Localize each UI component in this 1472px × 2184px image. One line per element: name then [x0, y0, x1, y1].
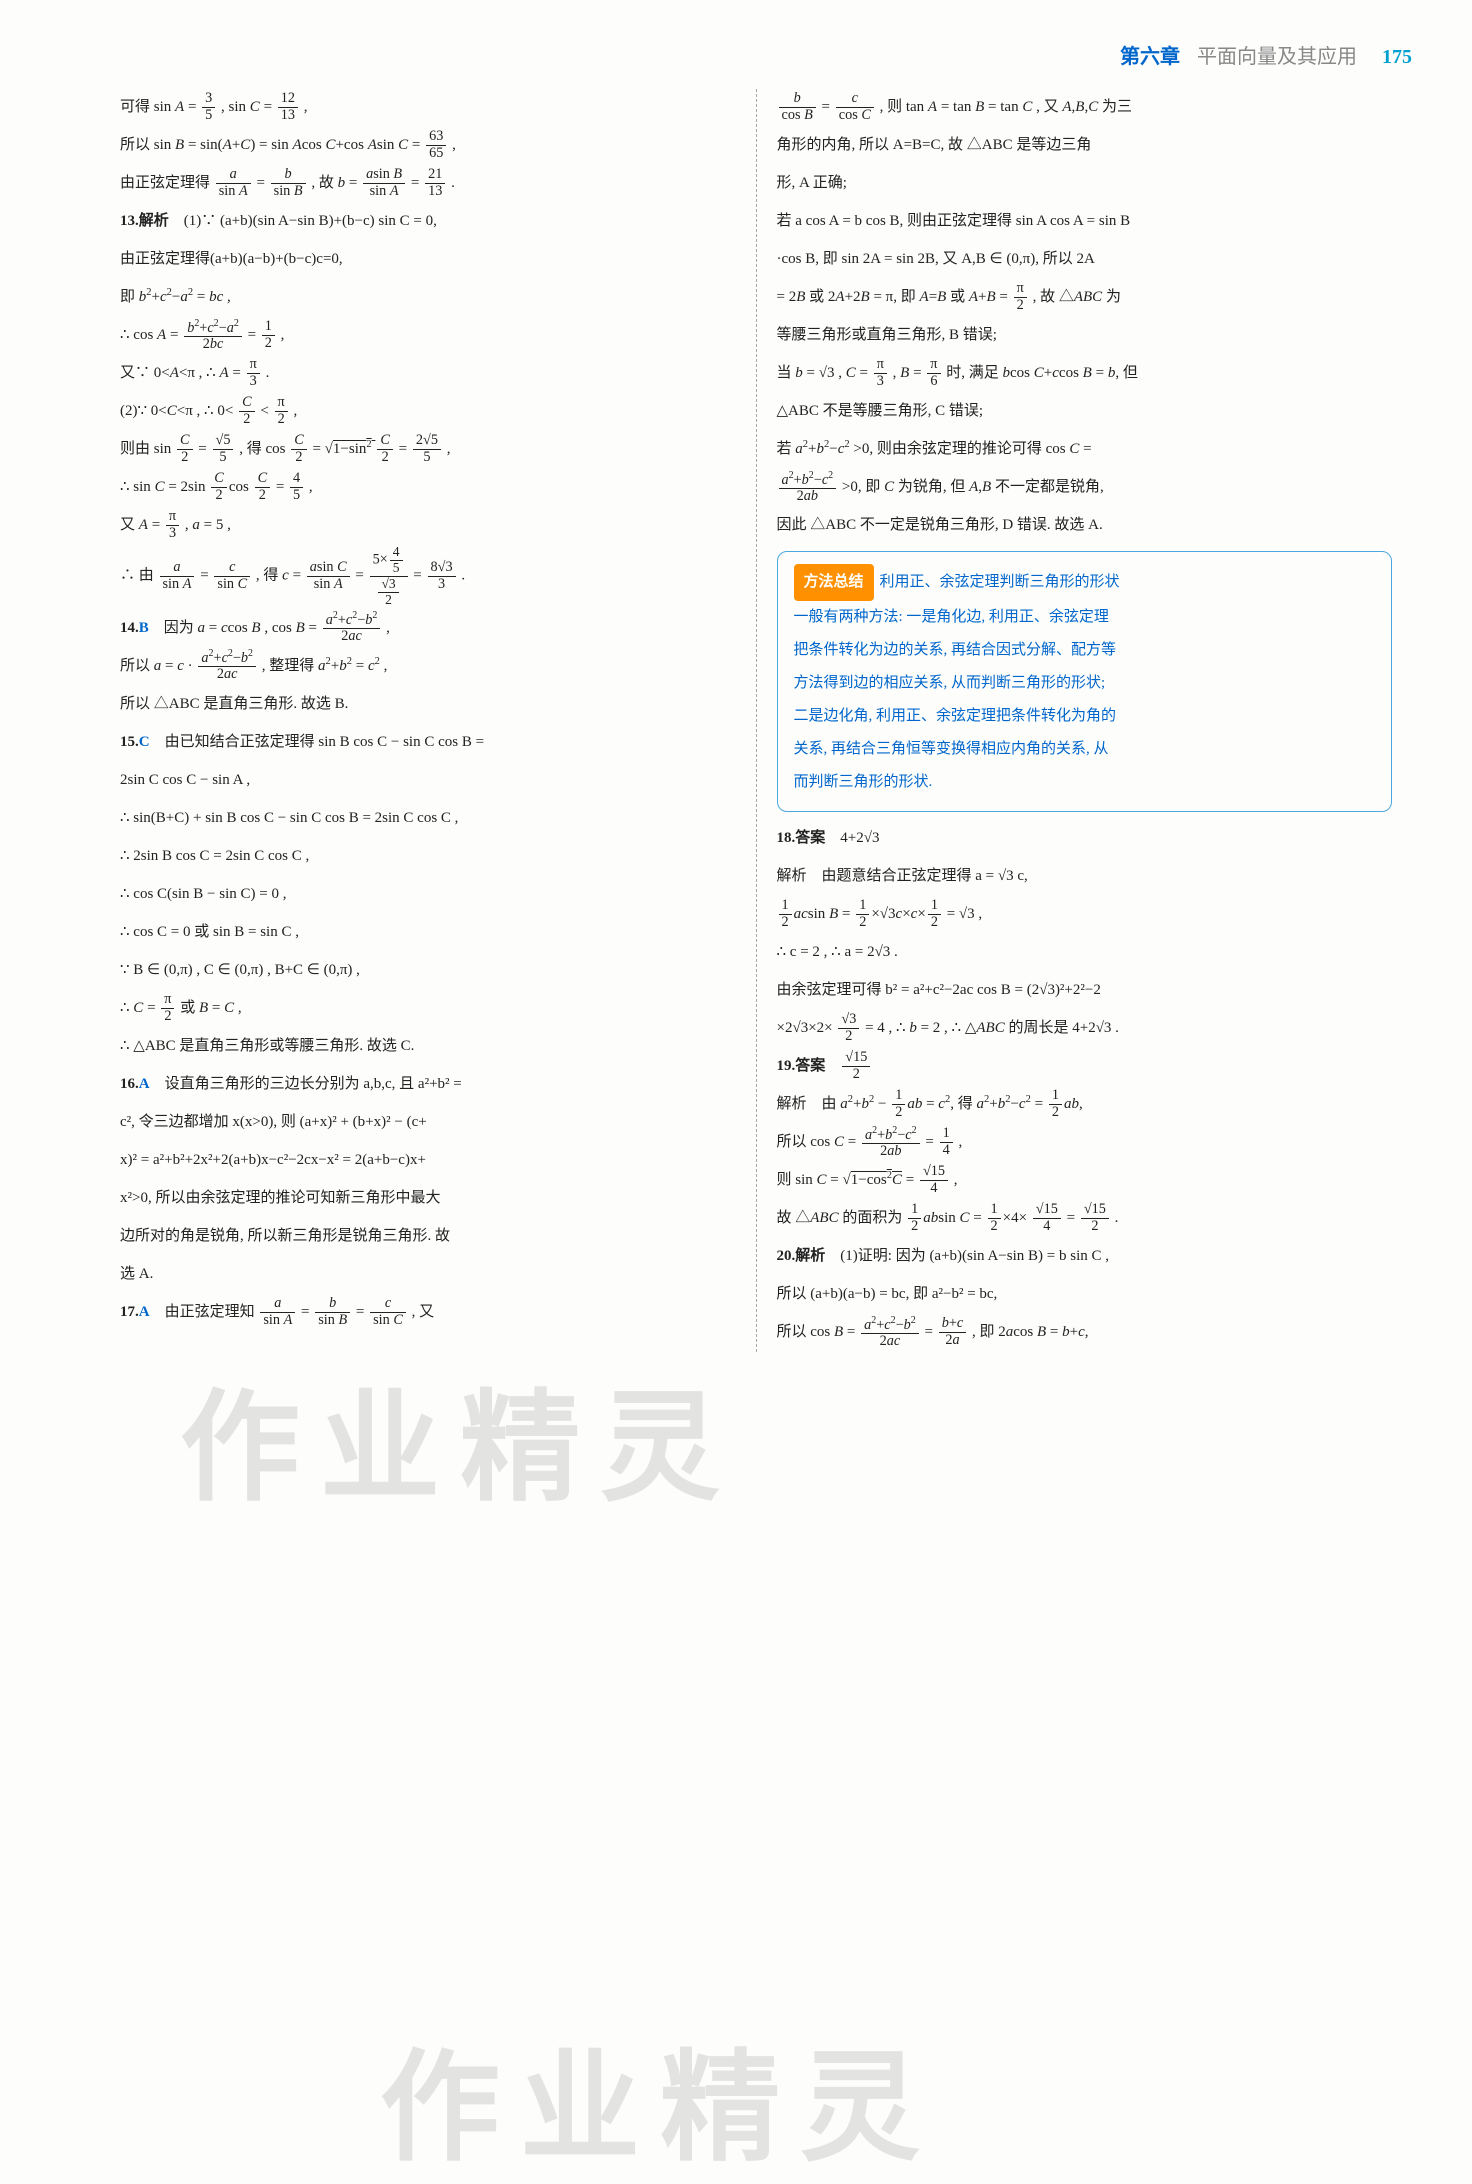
page-number: 175 [1382, 46, 1412, 68]
text-line: ∴ 由 asin A = csin C , 得 c = asin Csin A … [120, 545, 736, 608]
text-line: 所以 (a+b)(a−b) = bc, 即 a²−b² = bc, [777, 1276, 1393, 1312]
text-line: 所以 a = c · a2+c2−b22ac , 整理得 a2+b2 = c2 … [120, 648, 736, 684]
problem-number: 15.C 由已知结合正弦定理得 sin B cos C − sin C cos … [120, 724, 736, 760]
text-line: 又 A = π3 , a = 5 , [120, 507, 736, 543]
text-line: 形, A 正确; [777, 165, 1393, 201]
method-text: 而判断三角形的形状. [794, 766, 1376, 799]
problem-number: 18.答案 4+2√3 [777, 820, 1393, 856]
text-line: ∴ sin(B+C) + sin B cos C − sin C cos B =… [120, 800, 736, 836]
method-text: 方法得到边的相应关系, 从而判断三角形的形状; [794, 667, 1376, 700]
answer-letter: B [139, 620, 149, 636]
answer-letter: A [139, 1304, 150, 1320]
method-text: 利用正、余弦定理判断三角形的形状 [880, 574, 1120, 590]
text-line: △ABC 不是等腰三角形, C 错误; [777, 393, 1393, 429]
problem-number: 20.解析 (1)证明: 因为 (a+b)(sin A−sin B) = b s… [777, 1238, 1393, 1274]
text-line: 当 b = √3 , C = π3 , B = π6 时, 满足 bcos C+… [777, 355, 1393, 391]
chapter-label: 第六章 [1120, 46, 1180, 68]
text-line: 又∵ 0<A<π , ∴ A = π3 . [120, 355, 736, 391]
text-line: 解析 由 a2+b2 − 12ab = c2, 得 a2+b2−c2 = 12a… [777, 1086, 1393, 1122]
text-line: 由正弦定理得(a+b)(a−b)+(b−c)c=0, [120, 241, 736, 277]
text-line: 即 b2+c2−a2 = bc , [120, 279, 736, 315]
text-line: 解析 由题意结合正弦定理得 a = √3 c, [777, 858, 1393, 894]
right-column: bcos B = ccos C , 则 tan A = tan B = tan … [757, 89, 1413, 1352]
text-line: c², 令三边都增加 x(x>0), 则 (a+x)² + (b+x)² − (… [120, 1104, 736, 1140]
chapter-subtitle: 平面向量及其应用 [1197, 46, 1357, 68]
method-text: 把条件转化为边的关系, 再结合因式分解、配方等 [794, 634, 1376, 667]
text-line: bcos B = ccos C , 则 tan A = tan B = tan … [777, 89, 1393, 125]
problem-number: 14.B 因为 a = ccos B , cos B = a2+c2−b22ac… [120, 610, 736, 646]
text-line: 2sin C cos C − sin A , [120, 762, 736, 798]
text-line: 则由 sin C2 = √55 , 得 cos C2 = √1−sin2 C2 … [120, 431, 736, 467]
method-text: 一般有两种方法: 一是角化边, 利用正、余弦定理 [794, 601, 1376, 634]
problem-number: 16.A 设直角三角形的三边长分别为 a,b,c, 且 a²+b² = [120, 1066, 736, 1102]
page-header: 第六章 平面向量及其应用 175 [0, 0, 1472, 79]
text-line: ∴ cos C(sin B − sin C) = 0 , [120, 876, 736, 912]
text-line: 由正弦定理得 asin A = bsin B , 故 b = asin Bsin… [120, 165, 736, 201]
answer-value: 4+2√3 [840, 830, 879, 846]
text-line: ∵ B ∈ (0,π) , C ∈ (0,π) , B+C ∈ (0,π) , [120, 952, 736, 988]
text-line: ∴ C = π2 或 B = C , [120, 990, 736, 1026]
text-line: 选 A. [120, 1256, 736, 1292]
text-line: 所以 cos C = a2+b2−c22ab = 14 , [777, 1124, 1393, 1160]
text-line: a2+b2−c22ab >0, 即 C 为锐角, 但 A,B 不一定都是锐角, [777, 469, 1393, 505]
method-summary-box: 方法总结利用正、余弦定理判断三角形的形状 一般有两种方法: 一是角化边, 利用正… [777, 551, 1393, 812]
text-line: 若 a2+b2−c2 >0, 则由余弦定理的推论可得 cos C = [777, 431, 1393, 467]
text-line: ∴ cos C = 0 或 sin B = sin C , [120, 914, 736, 950]
left-column: 可得 sin A = 35 , sin C = 1213 , 所以 sin B … [100, 89, 757, 1352]
watermark: 作业精灵 [180, 1350, 740, 1524]
method-tag: 方法总结 [794, 564, 874, 601]
text-line: ×2√3×2× √32 = 4 , ∴ b = 2 , ∴ △ABC 的周长是 … [777, 1010, 1393, 1046]
text-line: ∴ 2sin B cos C = 2sin C cos C , [120, 838, 736, 874]
text-line: 则 sin C = √1−cos2C = √154 , [777, 1162, 1393, 1198]
text-line: 可得 sin A = 35 , sin C = 1213 , [120, 89, 736, 125]
problem-number: 17.A 由正弦定理知 asin A = bsin B = csin C , 又 [120, 1294, 736, 1330]
text-line: ∴ sin C = 2sin C2cos C2 = 45 , [120, 469, 736, 505]
watermark: 作业精灵 [380, 2010, 940, 2184]
content-columns: 可得 sin A = 35 , sin C = 1213 , 所以 sin B … [0, 79, 1472, 1352]
text-line: ∴ △ABC 是直角三角形或等腰三角形. 故选 C. [120, 1028, 736, 1064]
text-line: 等腰三角形或直角三角形, B 错误; [777, 317, 1393, 353]
text-line: ·cos B, 即 sin 2A = sin 2B, 又 A,B ∈ (0,π)… [777, 241, 1393, 277]
text-line: 若 a cos A = b cos B, 则由正弦定理得 sin A cos A… [777, 203, 1393, 239]
text-line: = 2B 或 2A+2B = π, 即 A=B 或 A+B = π2 , 故 △… [777, 279, 1393, 315]
text-line: 边所对的角是锐角, 所以新三角形是锐角三角形. 故 [120, 1218, 736, 1254]
text: 设直角三角形的三边长分别为 a,b,c, 且 a²+b² = [165, 1076, 462, 1092]
text: (1)∵ (a+b)(sin A−sin B)+(b−c) sin C = 0, [184, 213, 437, 229]
text: 由已知结合正弦定理得 sin B cos C − sin C cos B = [165, 734, 484, 750]
text-line: x)² = a²+b²+2x²+2(a+b)x−c²−2cx−x² = 2(a+… [120, 1142, 736, 1178]
problem-number: 19.答案 √152 [777, 1048, 1393, 1084]
text-line: 由余弦定理可得 b² = a²+c²−2ac cos B = (2√3)²+2²… [777, 972, 1393, 1008]
answer-letter: A [139, 1076, 150, 1092]
method-text: 关系, 再结合三角恒等变换得相应内角的关系, 从 [794, 733, 1376, 766]
text-line: 因此 △ABC 不一定是锐角三角形, D 错误. 故选 A. [777, 507, 1393, 543]
text-line: 12acsin B = 12×√3c×c×12 = √3 , [777, 896, 1393, 932]
text-line: 角形的内角, 所以 A=B=C, 故 △ABC 是等边三角 [777, 127, 1393, 163]
text: (1)证明: 因为 (a+b)(sin A−sin B) = b sin C , [840, 1248, 1109, 1264]
answer-letter: C [139, 734, 150, 750]
text-line: ∴ cos A = b2+c2−a22bc = 12 , [120, 317, 736, 353]
problem-number: 13.解析 (1)∵ (a+b)(sin A−sin B)+(b−c) sin … [120, 203, 736, 239]
method-text: 二是边化角, 利用正、余弦定理把条件转化为角的 [794, 700, 1376, 733]
text-line: (2)∵ 0<C<π , ∴ 0< C2 < π2 , [120, 393, 736, 429]
text-line: 故 △ABC 的面积为 12absin C = 12×4× √154 = √15… [777, 1200, 1393, 1236]
text-line: 所以 sin B = sin(A+C) = sin Acos C+cos Asi… [120, 127, 736, 163]
text-line: ∴ c = 2 , ∴ a = 2√3 . [777, 934, 1393, 970]
text-line: x²>0, 所以由余弦定理的推论可知新三角形中最大 [120, 1180, 736, 1216]
text-line: 所以 cos B = a2+c2−b22ac = b+c2a , 即 2acos… [777, 1314, 1393, 1350]
text-line: 所以 △ABC 是直角三角形. 故选 B. [120, 686, 736, 722]
